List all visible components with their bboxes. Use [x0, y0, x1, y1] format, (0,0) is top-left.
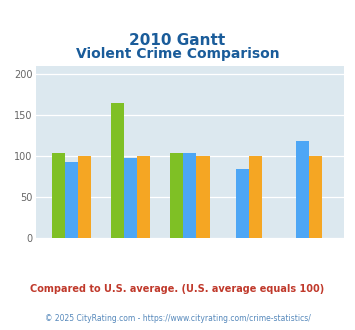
Bar: [170, 152, 184, 238]
Bar: [184, 152, 196, 238]
Bar: [65, 162, 78, 238]
Bar: [124, 158, 137, 238]
Text: Compared to U.S. average. (U.S. average equals 100): Compared to U.S. average. (U.S. average …: [31, 284, 324, 294]
Text: Violent Crime Comparison: Violent Crime Comparison: [76, 47, 279, 61]
Bar: [78, 156, 91, 238]
Bar: [196, 156, 209, 238]
Bar: [296, 141, 309, 238]
Bar: [309, 156, 322, 238]
Bar: [236, 169, 249, 238]
Text: © 2025 CityRating.com - https://www.cityrating.com/crime-statistics/: © 2025 CityRating.com - https://www.city…: [45, 314, 310, 323]
Text: 2010 Gantt: 2010 Gantt: [129, 33, 226, 48]
Bar: [249, 156, 262, 238]
Bar: [111, 103, 124, 238]
Bar: [137, 156, 150, 238]
Bar: [51, 152, 65, 238]
